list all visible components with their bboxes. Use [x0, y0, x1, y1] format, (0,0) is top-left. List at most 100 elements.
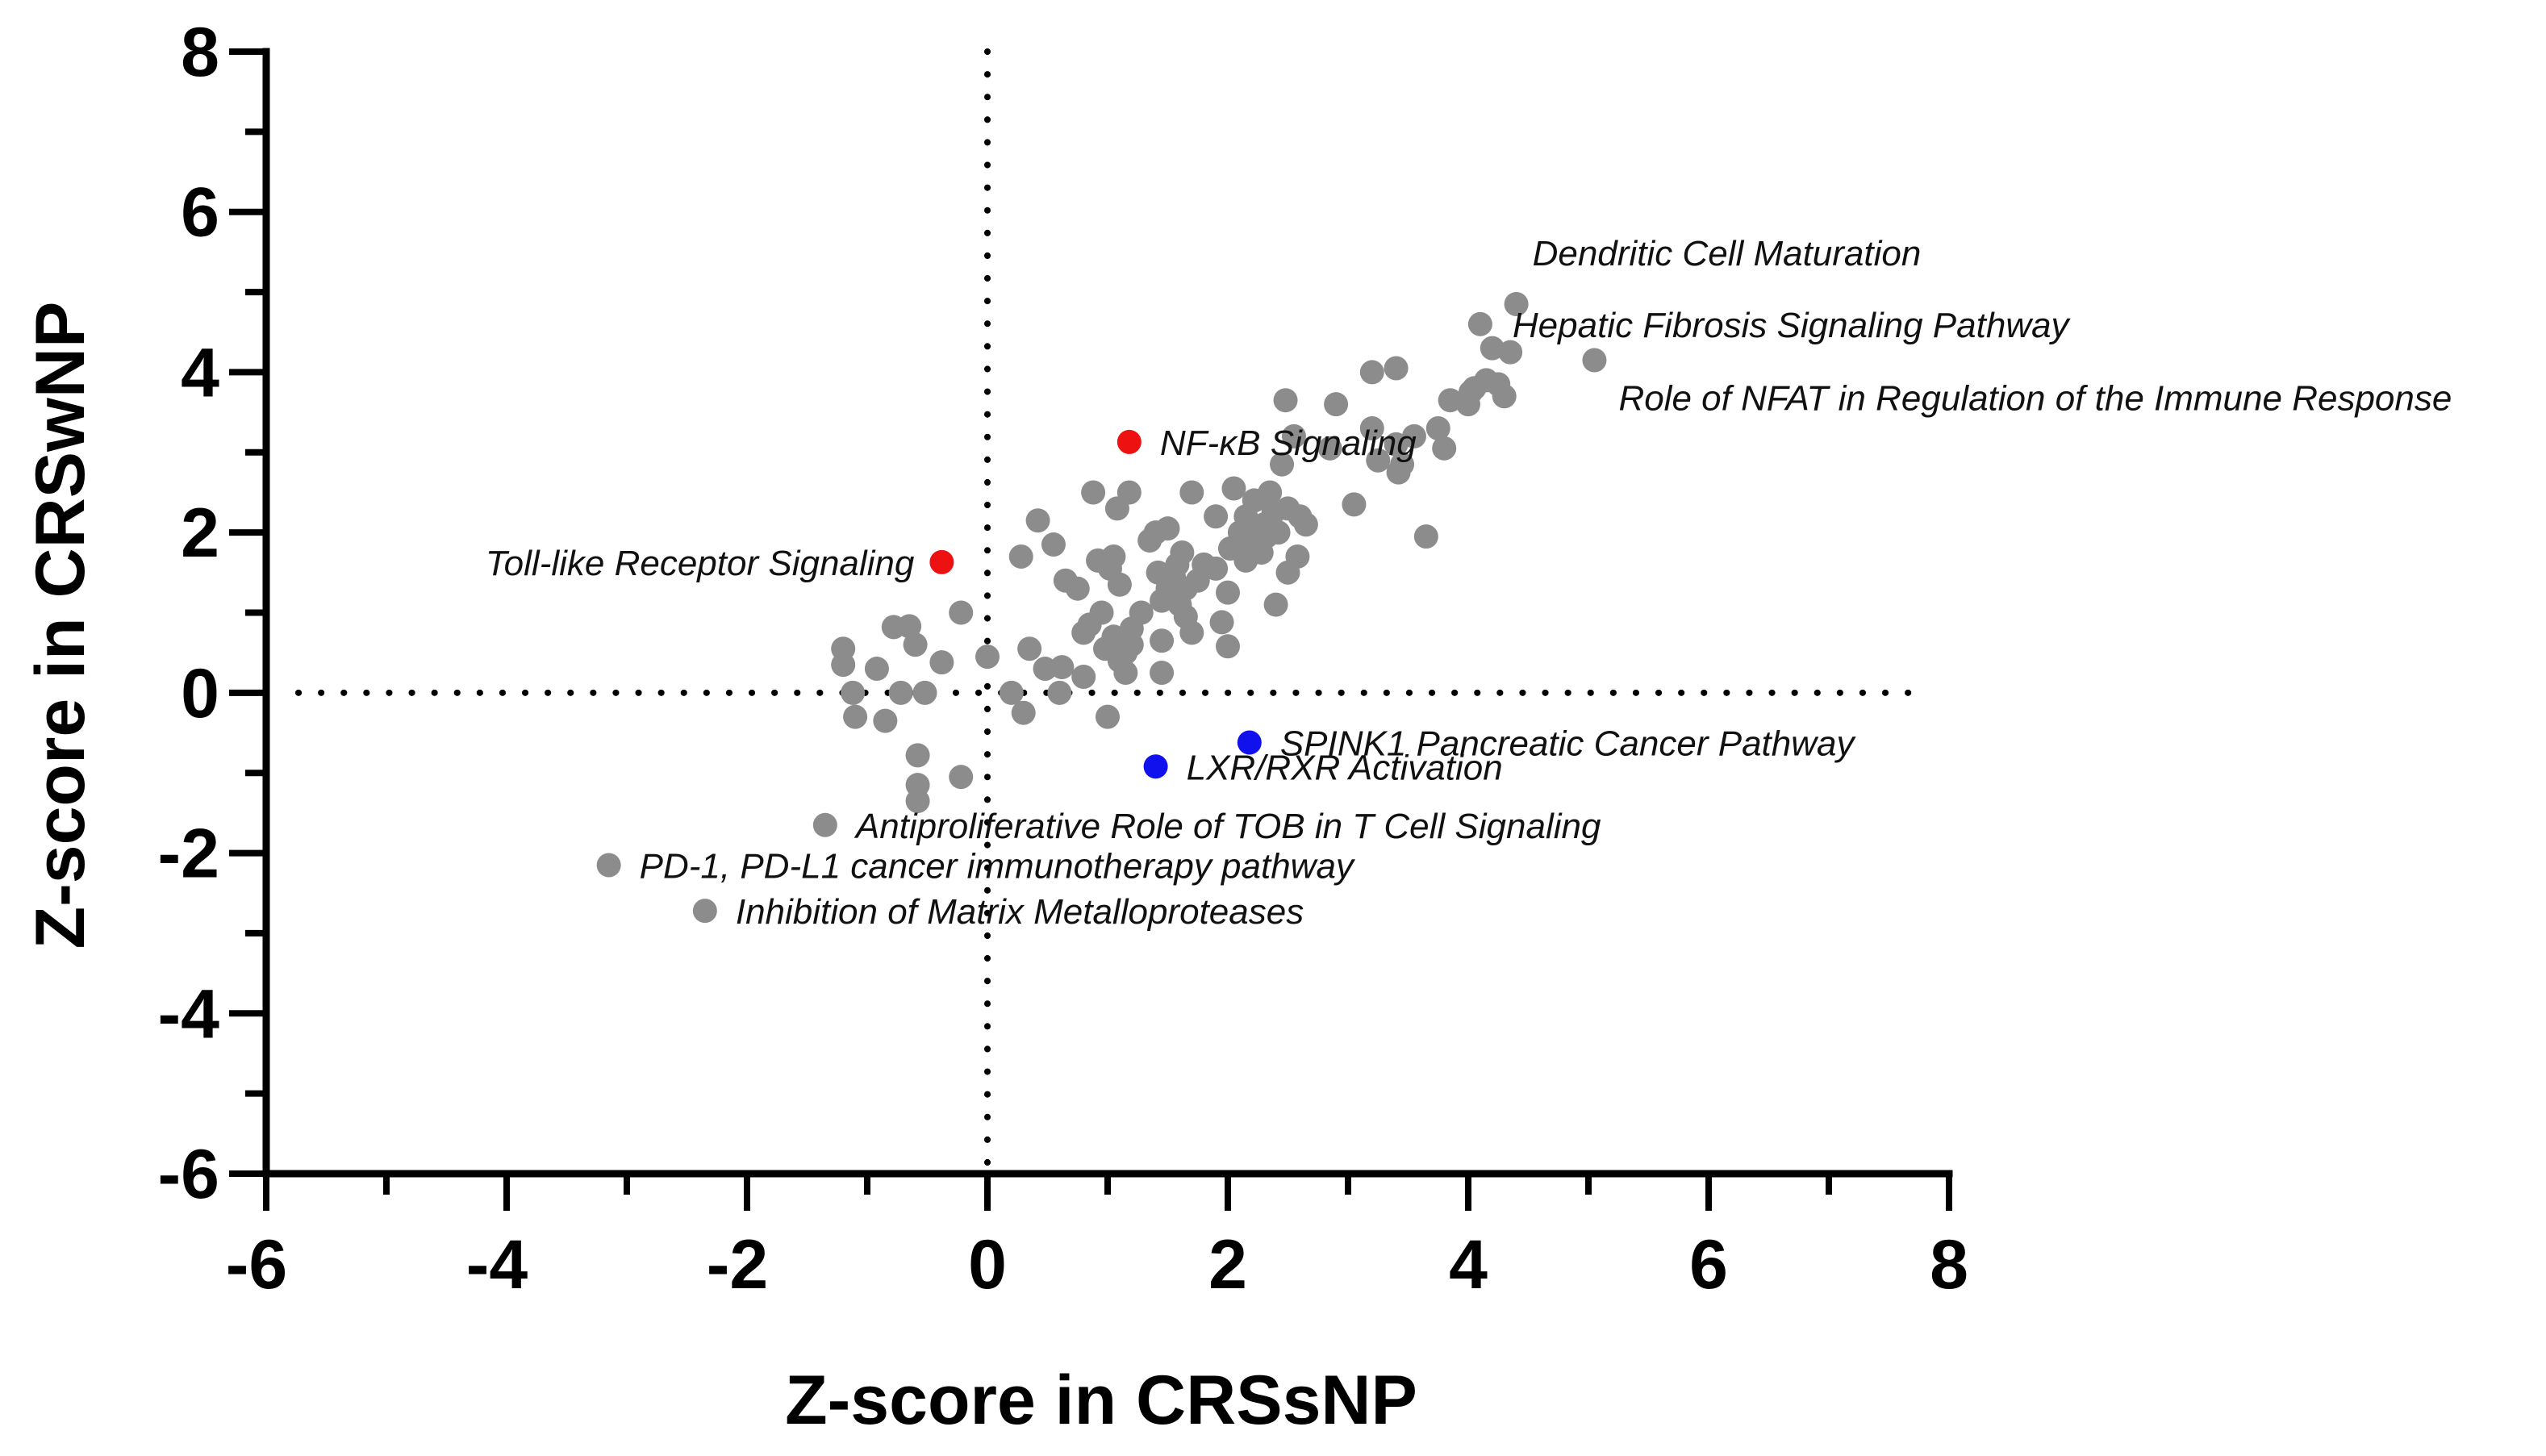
- highlighted-point: [1504, 291, 1529, 316]
- data-point: [1119, 632, 1144, 657]
- data-point: [1258, 480, 1283, 505]
- data-point: [1096, 704, 1120, 729]
- highlighted-point: [1582, 348, 1607, 373]
- y-axis-title: Z-score in CRSwNP: [22, 302, 99, 949]
- data-point: [1011, 700, 1036, 725]
- data-point: [905, 788, 930, 813]
- data-point: [1480, 336, 1505, 361]
- highlighted-point: [1467, 311, 1492, 336]
- data-point: [1116, 480, 1142, 505]
- data-point: [1155, 516, 1180, 541]
- data-point: [1216, 580, 1240, 605]
- data-point: [1071, 664, 1096, 689]
- data-point: [1129, 600, 1154, 625]
- y-tick-label: -4: [158, 975, 220, 1053]
- data-point: [897, 614, 922, 639]
- highlighted-point: [1116, 429, 1142, 454]
- data-point: [1065, 576, 1090, 601]
- y-tick-label: 0: [181, 655, 219, 732]
- highlighted-point: [1143, 754, 1168, 779]
- data-point: [1209, 610, 1234, 635]
- data-point: [1359, 360, 1384, 385]
- data-point: [1179, 480, 1204, 505]
- data-point: [841, 680, 866, 705]
- data-point: [843, 704, 868, 729]
- data-point: [1017, 636, 1042, 661]
- data-point: [1425, 415, 1450, 440]
- data-point: [1270, 452, 1295, 477]
- data-point: [1107, 572, 1132, 597]
- data-point: [1285, 544, 1310, 569]
- data-point: [1438, 388, 1463, 413]
- data-point: [912, 680, 937, 705]
- y-tick-label: 8: [181, 14, 219, 91]
- data-point: [1366, 448, 1391, 473]
- x-tick-label: -4: [466, 1226, 528, 1304]
- data-point: [1390, 452, 1415, 477]
- x-tick-label: -2: [707, 1226, 768, 1304]
- x-tick-label: 6: [1689, 1226, 1728, 1304]
- data-point: [1150, 628, 1175, 653]
- data-point: [1317, 436, 1342, 461]
- data-point: [1432, 436, 1457, 461]
- point-annotation: Toll-like Receptor Signaling: [486, 544, 915, 583]
- highlighted-point: [1237, 730, 1262, 755]
- highlighted-point: [692, 899, 717, 924]
- data-point: [1204, 504, 1229, 529]
- highlighted-point: [596, 853, 621, 878]
- data-point: [1081, 480, 1106, 505]
- data-point: [864, 657, 889, 682]
- x-tick-label: 8: [1930, 1226, 1968, 1304]
- data-point: [1273, 388, 1298, 413]
- x-tick-label: 0: [968, 1226, 1007, 1304]
- data-point: [975, 645, 1000, 670]
- data-point: [1401, 423, 1426, 448]
- data-point: [1384, 356, 1409, 381]
- y-tick-label: -2: [158, 816, 219, 893]
- data-point: [1179, 620, 1204, 645]
- data-point: [1324, 392, 1349, 417]
- data-point: [1498, 340, 1523, 365]
- annotations: Dendritic Cell Maturation Hepatic Fibrosi…: [486, 234, 2452, 932]
- data-point: [1492, 384, 1517, 409]
- point-annotation: LXR/RXR Activation: [1187, 748, 1503, 787]
- point-annotation: Antiproliferative Role of TOB in T Cell …: [854, 807, 1601, 846]
- data-point: [949, 600, 974, 625]
- data-point: [873, 708, 898, 733]
- data-point: [1281, 423, 1306, 448]
- highlighted-point: [929, 549, 954, 574]
- x-tick-label: -6: [226, 1226, 287, 1304]
- data-point: [905, 743, 930, 768]
- point-annotation: Dendritic Cell Maturation: [1533, 234, 1922, 273]
- data-point: [1384, 432, 1409, 457]
- x-axis-title: Z-score in CRSsNP: [785, 1362, 1417, 1439]
- point-annotation: Role of NFAT in Regulation of the Immune…: [1618, 379, 2452, 419]
- y-tick-label: 2: [181, 494, 219, 572]
- data-point: [1266, 520, 1291, 545]
- data-point: [1216, 634, 1240, 659]
- data-point: [1008, 544, 1033, 569]
- x-tick-label: 2: [1208, 1226, 1247, 1304]
- data-point: [1050, 655, 1075, 680]
- data-point: [1342, 492, 1367, 517]
- point-annotation: Hepatic Fibrosis Signaling Pathway: [1513, 306, 2072, 345]
- data-point: [1359, 415, 1384, 440]
- reference-lines: [295, 48, 1920, 1177]
- y-tick-label: 4: [181, 334, 219, 411]
- data-point: [1113, 661, 1138, 686]
- data-point: [1150, 661, 1175, 686]
- data-points: [596, 291, 1607, 924]
- data-point: [999, 680, 1024, 705]
- data-point: [1041, 532, 1066, 557]
- data-point: [1047, 680, 1072, 705]
- point-annotation: Inhibition of Matrix Metalloproteases: [736, 892, 1304, 932]
- data-point: [1101, 544, 1126, 569]
- data-point: [1293, 512, 1318, 537]
- data-point: [888, 680, 913, 705]
- data-point: [1089, 600, 1114, 625]
- y-tick-label: -6: [158, 1136, 219, 1213]
- data-point: [949, 765, 974, 790]
- point-annotation: PD-1, PD-L1 cancer immunotherapy pathway: [640, 846, 1356, 886]
